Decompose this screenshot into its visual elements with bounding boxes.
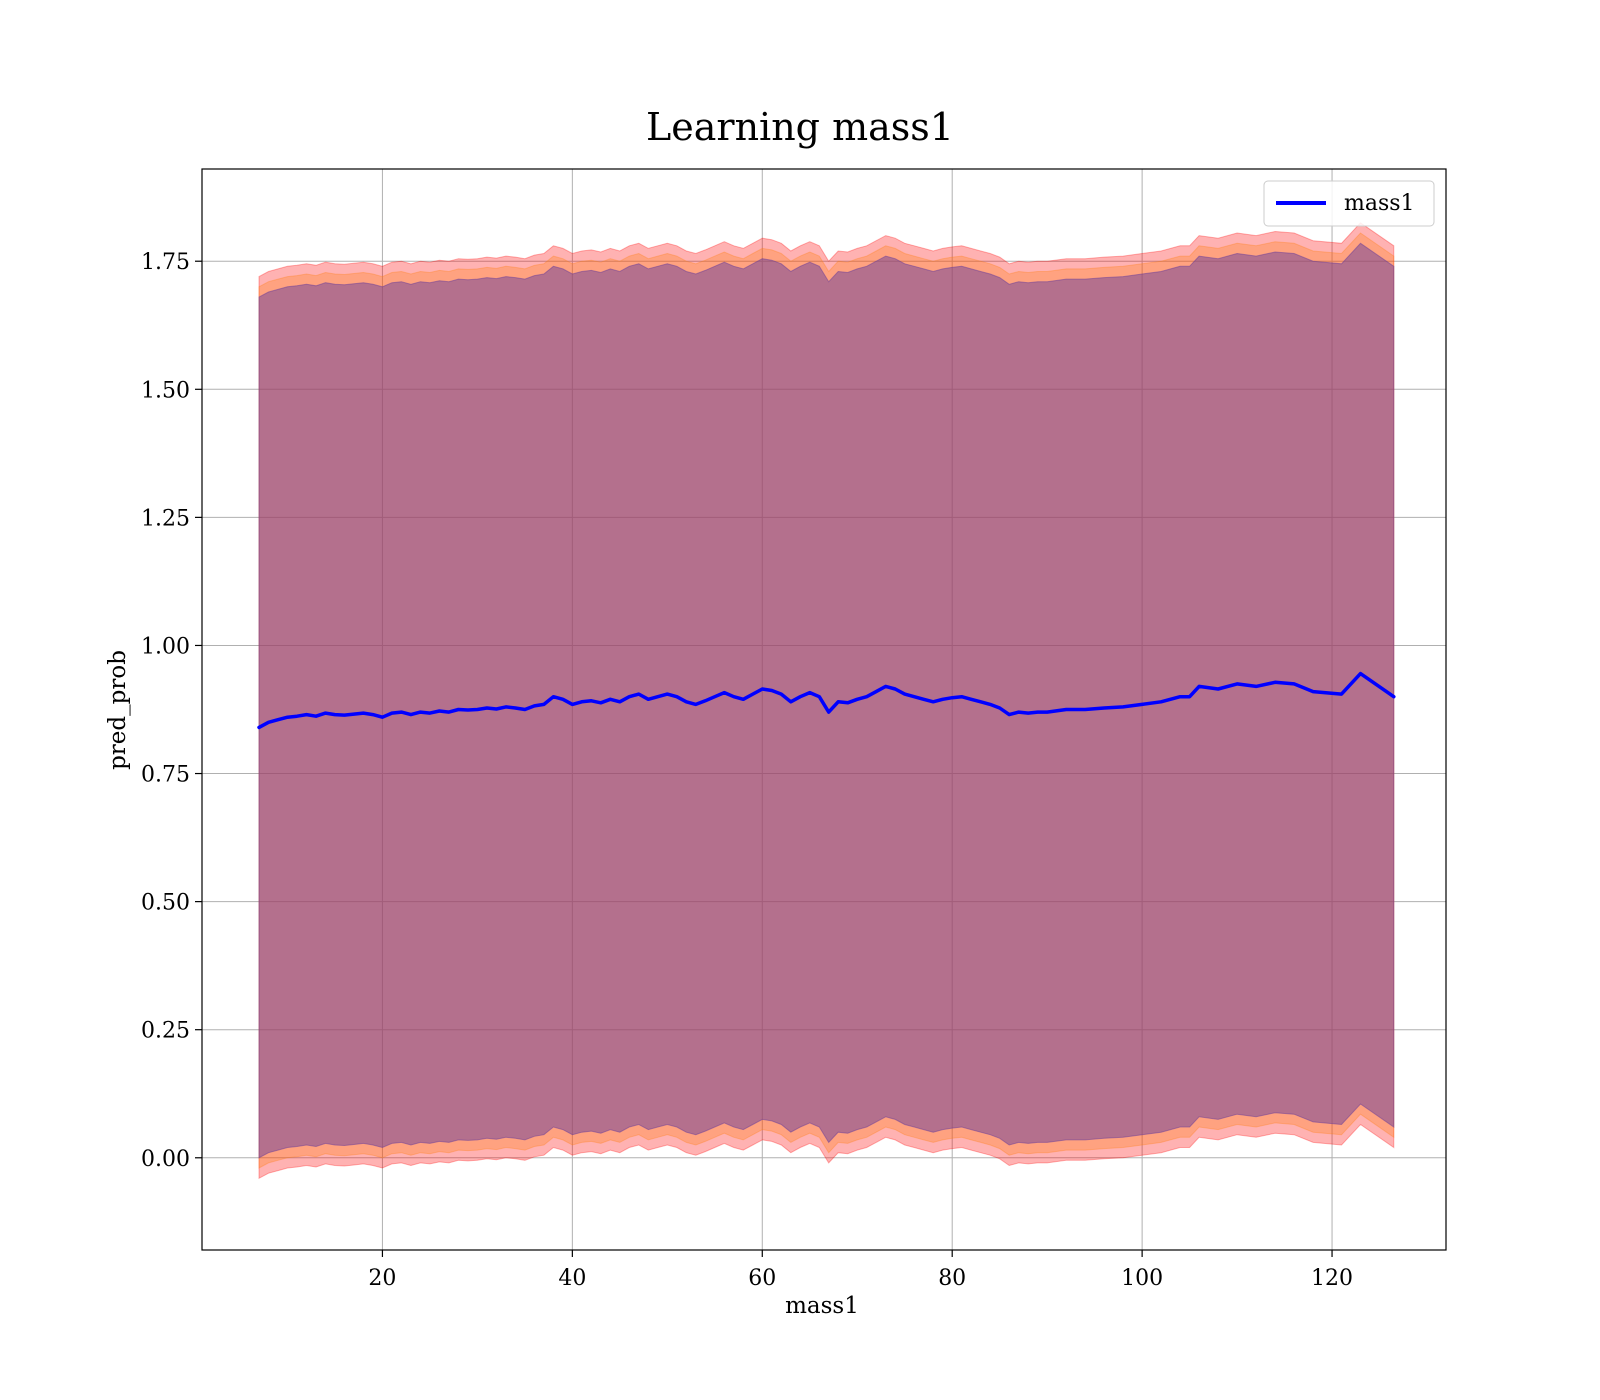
x-axis-ticks: 20 40 60 80 100 120 — [368, 1250, 1353, 1291]
y-axis-ticks: 0.00 0.25 0.50 0.75 1.00 1.25 1.50 1.75 — [141, 250, 202, 1172]
x-tick-label-60: 60 — [748, 1266, 776, 1291]
y-tick-label-1.75: 1.75 — [141, 250, 190, 275]
y-tick-label-0.5: 0.50 — [141, 891, 190, 916]
y-tick-label-1.25: 1.25 — [141, 506, 190, 531]
x-tick-label-20: 20 — [368, 1266, 396, 1291]
legend-label-mass1: mass1 — [1344, 191, 1415, 216]
series-lines — [257, 671, 1396, 730]
x-axis-label: mass1 — [785, 1293, 859, 1319]
series-line-mass1 — [257, 671, 1396, 730]
chart-title: Learning mass1 — [646, 105, 954, 149]
y-tick-label-0: 0.00 — [141, 1147, 190, 1172]
x-tick-label-120: 120 — [1311, 1266, 1353, 1291]
y-tick-label-1: 1.00 — [141, 634, 190, 659]
y-tick-label-1.5: 1.50 — [141, 378, 190, 403]
x-tick-label-40: 40 — [558, 1266, 586, 1291]
plot-frame — [201, 168, 1447, 1251]
legend: mass1 — [1263, 180, 1435, 227]
y-axis-label: pred_prob — [105, 650, 131, 770]
confidence-band-3 — [258, 242, 1395, 1159]
x-tick-label-100: 100 — [1121, 1266, 1163, 1291]
y-tick-label-0.75: 0.75 — [141, 763, 190, 788]
confidence-bands — [258, 222, 1395, 1180]
legend-box — [1263, 180, 1435, 227]
x-tick-label-80: 80 — [938, 1266, 966, 1291]
y-tick-label-0.25: 0.25 — [141, 1019, 190, 1044]
